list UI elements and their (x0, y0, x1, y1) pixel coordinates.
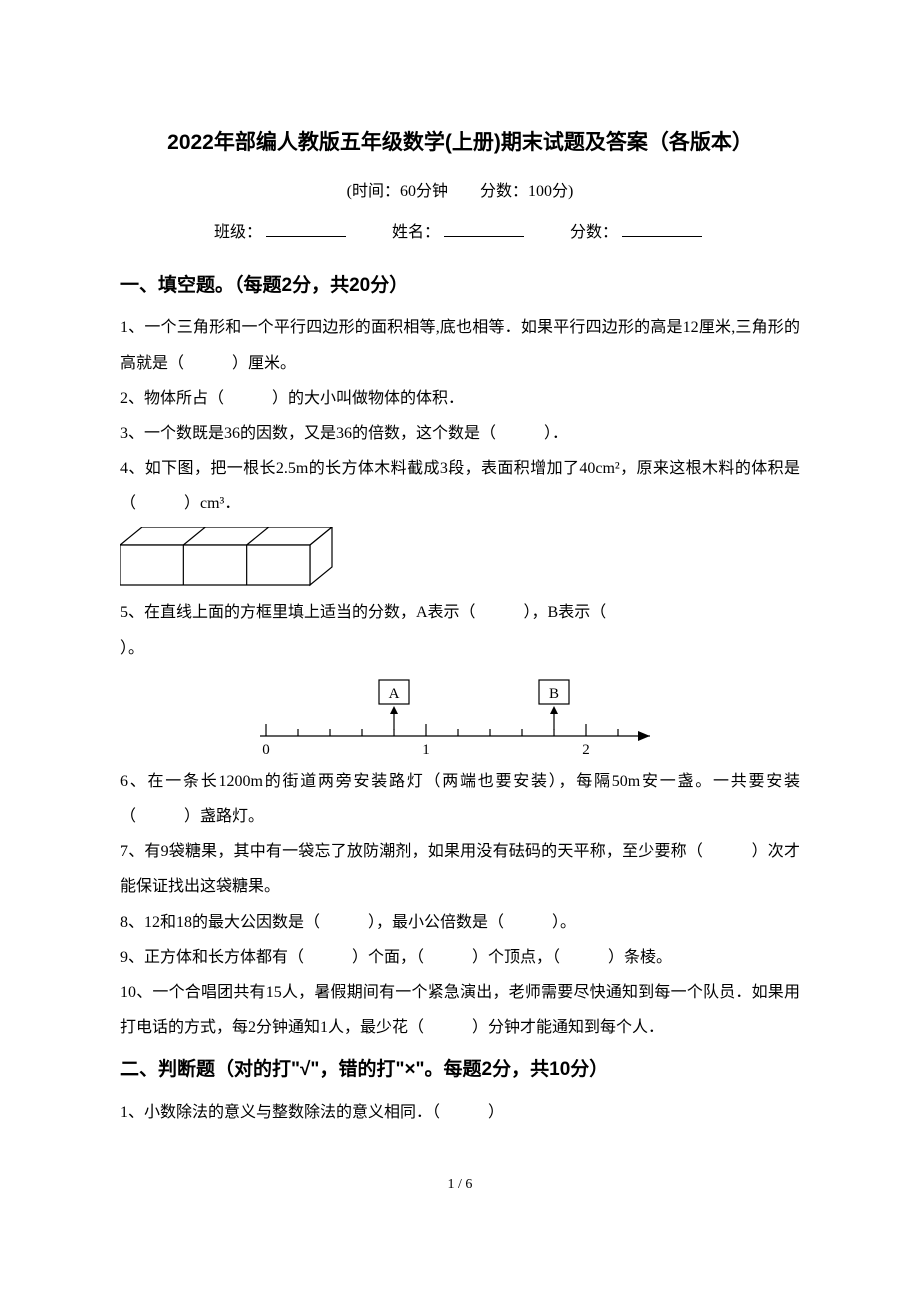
svg-text:0: 0 (262, 742, 270, 758)
info-line: 班级： 姓名： 分数： (120, 215, 800, 250)
section-2-heading: 二、判断题（对的打"√"，错的打"×"。每题2分，共10分） (120, 1049, 800, 1091)
name-blank (444, 221, 524, 237)
cuboid-figure (120, 527, 336, 589)
question-10: 10、一个合唱团共有15人，暑假期间有一个紧急演出，老师需要尽快通知到每一个队员… (120, 975, 800, 1045)
question-4: 4、如下图，把一根长2.5m的长方体木料截成3段，表面积增加了40cm²，原来这… (120, 451, 800, 521)
page-footer: 1 / 6 (120, 1170, 800, 1201)
question-7: 7、有9袋糖果，其中有一袋忘了放防潮剂，如果用没有砝码的天平称，至少要称（ ）次… (120, 834, 800, 904)
class-blank (266, 221, 346, 237)
numberline-figure: 0 1 2 A B (250, 672, 670, 758)
svg-text:A: A (389, 686, 400, 702)
svg-text:B: B (549, 686, 559, 702)
section-1-heading: 一、填空题。（每题2分，共20分） (120, 265, 800, 307)
class-label: 班级： (214, 224, 262, 241)
question-9: 9、正方体和长方体都有（ ）个面，（ ）个顶点，（ ）条棱。 (120, 940, 800, 975)
question-s2-1: 1、小数除法的意义与整数除法的意义相同．（ ） (120, 1095, 800, 1130)
question-3: 3、一个数既是36的因数，又是36的倍数，这个数是（ ）． (120, 416, 800, 451)
score-label: 分数： (570, 224, 618, 241)
name-label: 姓名： (392, 224, 440, 241)
question-8: 8、12和18的最大公因数是（ ），最小公倍数是（ ）。 (120, 905, 800, 940)
svg-text:1: 1 (422, 742, 430, 758)
svg-text:2: 2 (582, 742, 590, 758)
question-2: 2、物体所占（ ）的大小叫做物体的体积． (120, 381, 800, 416)
question-1: 1、一个三角形和一个平行四边形的面积相等,底也相等．如果平行四边形的高是12厘米… (120, 310, 800, 380)
exam-title: 2022年部编人教版五年级数学(上册)期末试题及答案（各版本） (120, 120, 800, 166)
question-5a: 5、在直线上面的方框里填上适当的分数，A表示（ ），B表示（ (120, 595, 800, 630)
exam-subtitle: (时间：60分钟 分数：100分) (120, 174, 800, 209)
question-5b: ）。 (120, 631, 800, 666)
score-blank (622, 221, 702, 237)
question-6: 6、在一条长1200m的街道两旁安装路灯（两端也要安装），每隔50m安一盏。一共… (120, 764, 800, 834)
